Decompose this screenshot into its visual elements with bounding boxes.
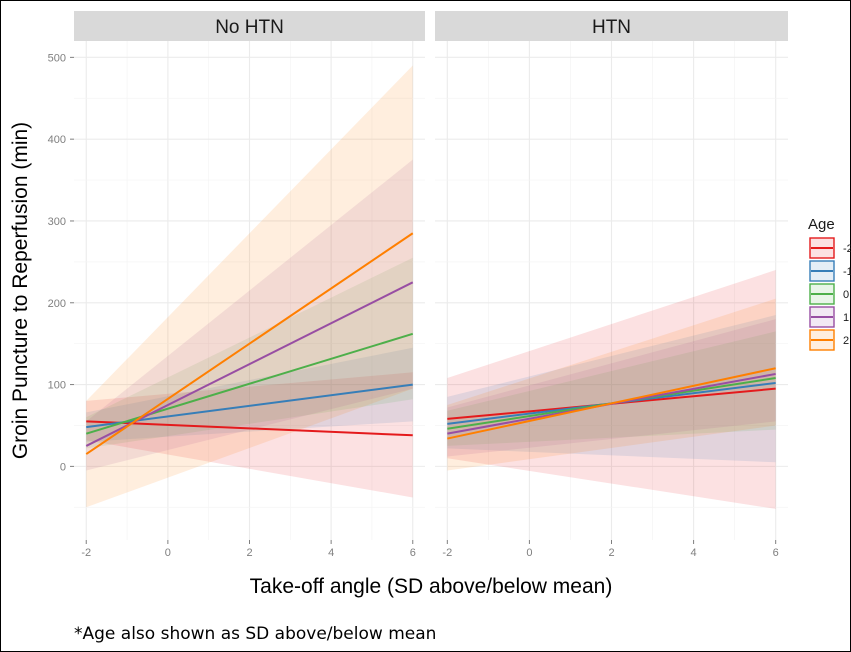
y-tick-label: 100 — [48, 380, 66, 392]
y-tick-label: 400 — [48, 134, 66, 146]
confidence-band-age--2 — [86, 372, 413, 498]
x-tick-label: 6 — [410, 547, 416, 559]
confidence-band-age-2 — [447, 298, 776, 471]
confidence-band-age--2 — [447, 270, 776, 509]
legend-label: -2 — [843, 243, 851, 255]
legend-label: 1 — [843, 312, 849, 324]
series-line-age-1 — [85, 281, 414, 447]
confidence-band-age-1 — [86, 159, 413, 471]
confidence-band-age-0 — [86, 257, 413, 449]
x-tick-label: 0 — [526, 547, 532, 559]
legend-label: -1 — [843, 266, 851, 278]
confidence-band-age-2 — [86, 65, 413, 508]
footnote: *Age also shown as SD above/below mean — [74, 624, 437, 644]
legend-title: Age — [808, 216, 835, 233]
y-tick-label: 500 — [48, 52, 66, 64]
confidence-band-age--1 — [86, 347, 413, 442]
x-axis-title: Take-off angle (SD above/below mean) — [250, 575, 613, 598]
series-line-age-2 — [85, 232, 414, 455]
series-line-age--1 — [86, 383, 413, 429]
confidence-band-age--1 — [447, 315, 776, 463]
series-line-age--2 — [86, 420, 413, 437]
x-tick-label: 4 — [328, 547, 334, 559]
y-tick-label: 300 — [48, 216, 66, 228]
confidence-band-age-1 — [447, 319, 776, 457]
x-tick-label: 2 — [246, 547, 252, 559]
facet-strip — [74, 11, 425, 41]
y-axis-title: Groin Puncture to Reperfusion (min) — [9, 122, 32, 459]
series-line-age-2 — [447, 367, 776, 440]
facet-title: No HTN — [215, 17, 284, 38]
x-tick-label: 2 — [608, 547, 614, 559]
y-tick-label: 200 — [48, 298, 66, 310]
y-tick-label: 0 — [60, 461, 66, 473]
gridlines — [435, 41, 788, 540]
legend-label: 0 — [843, 289, 849, 301]
x-tick-label: 4 — [691, 547, 697, 559]
x-tick-label: 0 — [165, 547, 171, 559]
legend-label: 2 — [843, 335, 849, 347]
x-tick-label: 6 — [773, 547, 779, 559]
confidence-band-age-0 — [447, 331, 776, 446]
x-tick-label: -2 — [442, 547, 452, 559]
x-tick-label: -2 — [81, 547, 91, 559]
facet-title: HTN — [592, 17, 631, 38]
facet-strip — [435, 11, 788, 41]
